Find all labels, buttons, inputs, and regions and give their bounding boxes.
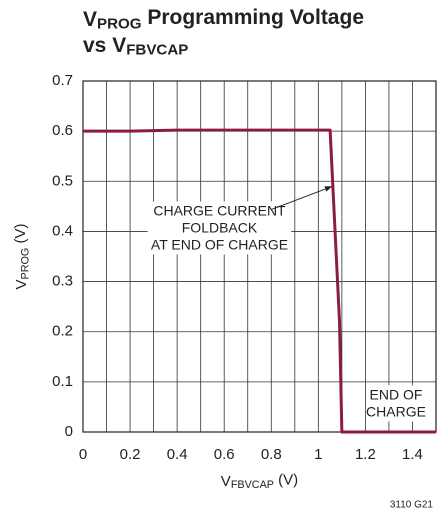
y-tick-label: 0 xyxy=(65,423,73,440)
x-tick-label: 0.4 xyxy=(167,446,188,463)
x-axis-label-part: V xyxy=(221,473,231,490)
annotation-text: FOLDBACK xyxy=(182,220,258,236)
x-axis-label: VFBVCAP (V) xyxy=(221,472,298,491)
annotation-bg xyxy=(367,385,425,422)
x-tick-label: 0 xyxy=(79,446,87,463)
chart-title-part: Programming Voltage xyxy=(142,6,364,29)
y-axis-label-part: (V) xyxy=(12,224,29,248)
x-tick-label: 1.4 xyxy=(402,446,423,463)
data-line xyxy=(83,128,436,434)
y-tick-label: 0.3 xyxy=(52,273,73,290)
chart-title-part: vs V xyxy=(83,34,126,57)
chart-title-part: V xyxy=(83,8,97,31)
annotation-bg xyxy=(147,201,292,255)
y-tick-label: 0.5 xyxy=(52,172,73,189)
x-tick-label: 0.8 xyxy=(261,446,282,463)
y-tick-label: 0.6 xyxy=(52,122,73,139)
y-axis-label-part: V xyxy=(13,279,30,289)
x-tick-label: 0.6 xyxy=(214,446,235,463)
x-axis-label-part: (V) xyxy=(274,472,298,489)
x-tick-label: 1.2 xyxy=(355,446,376,463)
y-tick-label: 0.1 xyxy=(52,373,73,390)
y-axis-label: VPROG (V) xyxy=(12,224,31,290)
chart-title: vs VFBVCAP xyxy=(83,34,188,59)
chart-title-part: FBVCAP xyxy=(126,42,188,59)
x-tick-label: 1 xyxy=(314,446,322,463)
x-tick-label: 0.2 xyxy=(120,446,141,463)
chart-title-part: PROG xyxy=(97,16,142,33)
y-tick-label: 0.7 xyxy=(52,72,73,89)
annotation-text: END OF xyxy=(370,387,423,403)
footnote: 3110 G21 xyxy=(390,500,434,511)
plot-frame xyxy=(82,80,437,433)
y-tick-label: 0.4 xyxy=(52,222,73,239)
annotation-text: CHARGE xyxy=(366,404,426,420)
x-axis-label-part: FBVCAP xyxy=(231,479,274,491)
arrow-head xyxy=(324,186,333,192)
annotation-arrow xyxy=(271,185,333,210)
annotation-text: AT END OF CHARGE xyxy=(151,237,288,253)
annotation-text: CHARGE CURRENT xyxy=(153,203,286,219)
y-axis-label-part: PROG xyxy=(19,248,31,280)
y-tick-label: 0.2 xyxy=(52,323,73,340)
chart-title: VPROG Programming Voltage xyxy=(83,6,364,33)
